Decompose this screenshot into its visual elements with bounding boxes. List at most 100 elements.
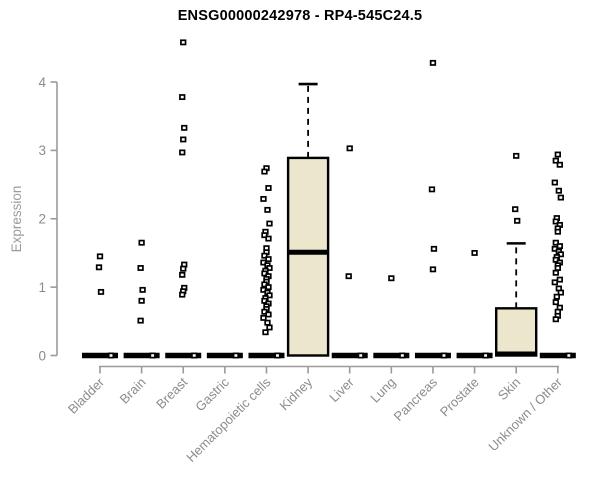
zero-median-bar-lung <box>373 352 410 359</box>
zero-median-bar-hematopoietic-cells <box>248 352 285 359</box>
x-tick-label: Bladder <box>65 374 108 417</box>
data-point-liver <box>346 145 353 152</box>
data-point-brain <box>138 297 145 304</box>
data-point-hematopoietic-cells <box>264 206 271 213</box>
zero-median-bar-liver <box>331 352 368 359</box>
data-point-hematopoietic-cells <box>265 284 272 291</box>
chart-title: ENSG00000242978 - RP4-545C24.5 <box>177 8 423 24</box>
data-point-breast <box>180 136 187 143</box>
data-point-breast <box>179 149 186 156</box>
data-point-breast <box>179 271 186 278</box>
data-point-brain <box>139 286 146 293</box>
data-point-hematopoietic-cells <box>264 319 271 326</box>
data-point-bladder <box>97 288 105 295</box>
data-point-pancreas <box>429 59 437 66</box>
data-point-unknown-other <box>554 151 561 158</box>
y-tick-label: 3 <box>38 143 46 158</box>
x-tick-label: Unknown / Other <box>485 374 565 454</box>
data-point-unknown-other <box>552 218 559 225</box>
data-point-pancreas <box>430 245 438 252</box>
x-tick-label: Lung <box>367 375 398 406</box>
data-point-brain <box>137 265 144 271</box>
data-point-brain <box>138 239 145 246</box>
data-point-hematopoietic-cells <box>265 311 272 318</box>
zero-median-bar-breast <box>165 352 202 359</box>
data-point-bladder <box>107 352 115 359</box>
data-point-hematopoietic-cells <box>261 232 268 239</box>
data-point-pancreas <box>429 266 437 273</box>
data-point-hematopoietic-cells <box>266 324 273 331</box>
data-point-hematopoietic-cells <box>274 352 281 359</box>
data-point-liver <box>357 352 364 359</box>
data-point-gastric <box>232 352 240 359</box>
x-tick-label: Prostate <box>437 375 482 420</box>
data-point-unknown-other <box>552 299 559 306</box>
x-tick-label: Gastric <box>192 374 232 414</box>
zero-median-bar-brain <box>123 352 160 359</box>
data-point-hematopoietic-cells <box>262 329 269 336</box>
data-point-skin <box>513 152 520 159</box>
zero-median-bar-prostate <box>456 352 493 359</box>
data-point-unknown-other <box>552 157 559 164</box>
data-point-unknown-other <box>551 179 558 186</box>
data-point-unknown-other <box>552 239 559 246</box>
data-point-lung <box>399 352 406 359</box>
y-tick-label: 1 <box>38 280 46 295</box>
data-point-breast <box>181 124 188 131</box>
data-point-prostate <box>471 249 478 256</box>
data-point-breast <box>179 291 186 298</box>
x-tick-label: Breast <box>153 374 190 411</box>
data-point-unknown-other <box>557 289 564 296</box>
data-point-breast <box>191 352 198 359</box>
data-point-skin <box>512 206 519 213</box>
data-point-unknown-other <box>556 243 563 250</box>
data-point-pancreas <box>428 186 436 193</box>
data-point-hematopoietic-cells <box>265 235 272 242</box>
data-point-hematopoietic-cells <box>265 256 272 263</box>
data-point-unknown-other <box>555 187 562 194</box>
data-point-bladder <box>96 253 104 260</box>
data-point-hematopoietic-cells <box>261 168 268 175</box>
data-point-unknown-other <box>554 228 561 235</box>
data-point-brain <box>137 317 144 324</box>
x-tick-label: Skin <box>495 375 523 403</box>
data-point-lung <box>388 275 395 282</box>
data-point-unknown-other <box>556 276 563 283</box>
data-point-pancreas <box>440 352 448 359</box>
data-point-unknown-other <box>553 293 560 300</box>
data-point-unknown-other <box>551 279 558 286</box>
x-tick-label: Brain <box>117 375 149 407</box>
data-point-bladder <box>95 264 103 271</box>
data-point-unknown-other <box>556 161 563 168</box>
data-point-skin <box>514 217 521 224</box>
zero-median-bar-pancreas <box>414 352 451 359</box>
x-tick-label: Liver <box>326 374 357 405</box>
data-point-brain <box>149 352 156 359</box>
box-kidney <box>286 156 330 357</box>
data-point-hematopoietic-cells <box>260 195 267 202</box>
y-tick-label: 2 <box>38 212 46 227</box>
zero-median-bar-unknown-other <box>539 352 576 359</box>
x-tick-label: Kidney <box>277 374 316 413</box>
data-point-liver <box>345 273 352 280</box>
data-point-unknown-other <box>557 194 564 201</box>
data-point-unknown-other <box>552 316 559 323</box>
data-point-breast <box>180 265 187 272</box>
y-tick-label: 0 <box>38 348 46 363</box>
box-skin <box>495 307 538 357</box>
data-point-breast <box>179 94 186 101</box>
data-point-unknown-other <box>552 269 559 276</box>
y-tick-label: 4 <box>38 75 46 90</box>
data-point-hematopoietic-cells <box>266 220 273 227</box>
data-point-unknown-other <box>554 265 561 271</box>
zero-median-bar-bladder <box>82 352 118 359</box>
data-point-prostate <box>482 352 489 359</box>
x-tick-label: Pancreas <box>391 374 441 424</box>
data-point-hematopoietic-cells <box>261 252 268 259</box>
data-point-breast <box>180 39 187 46</box>
zero-median-bar-gastric <box>206 352 243 359</box>
data-point-unknown-other <box>565 352 572 359</box>
data-point-hematopoietic-cells <box>265 185 272 191</box>
